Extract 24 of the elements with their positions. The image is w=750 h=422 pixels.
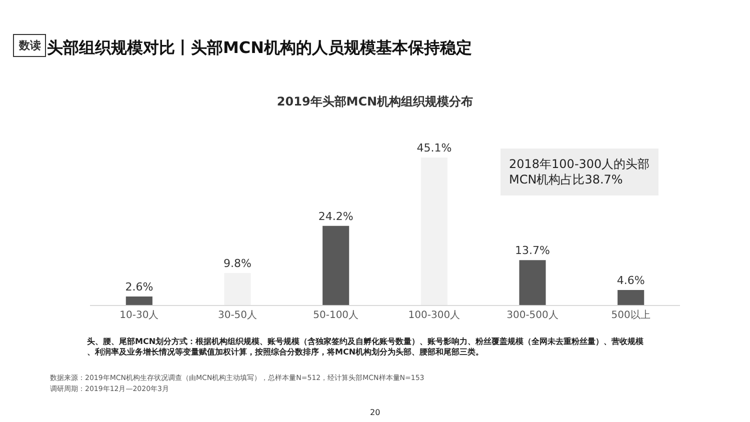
x-tick-label: 50-100人 — [313, 310, 359, 321]
text: 头部组织规模对比丨头部MCN机构的人员规模基本保持稳定 — [47, 38, 472, 57]
text: 数读 — [18, 39, 41, 52]
data-label: 4.6% — [616, 274, 645, 287]
x-tick-label: 30-50人 — [218, 310, 258, 321]
x-tick-label: 10-30人 — [120, 310, 159, 321]
bar — [618, 290, 644, 305]
x-tick-label: 300-500人 — [506, 310, 558, 321]
text: 20 — [370, 408, 380, 417]
data-label: 2.6% — [125, 280, 154, 294]
bar — [126, 296, 152, 305]
data-label: 13.7% — [515, 244, 550, 258]
bar — [519, 260, 546, 305]
x-tick-label: 500以上 — [611, 309, 650, 321]
bar — [224, 272, 251, 305]
bar — [420, 157, 448, 305]
chart-title: 2019年头部MCN机构组织规模分布 — [276, 94, 474, 108]
x-tick-label: 100-300人 — [408, 310, 460, 321]
data-label: 24.2% — [318, 210, 354, 223]
annotation: 2018年100-300人的头部MCN机构占比38.7% — [509, 157, 650, 187]
text: 头、腰、尾部MCN划分方式：根据机构组织规模、账号规模（含独家签约及自孵化账号数量）、账号影响力、粉丝覆盖规模（全网未去重粉丝量）、营收规模、利润率及业务增长情况等变量赋值加权计算，按照综合分数排序，将MCN机构划分为头部、腰部和尾部三类。 — [87, 336, 645, 356]
bar — [322, 226, 350, 305]
data-label: 45.1% — [416, 141, 452, 154]
data-label: 9.8% — [224, 256, 252, 270]
